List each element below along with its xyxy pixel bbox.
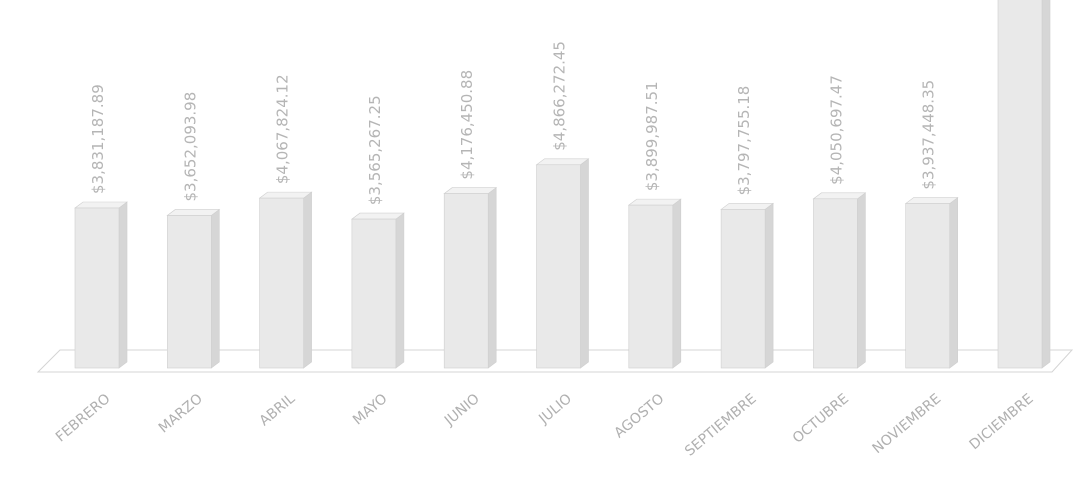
bar-side-face <box>118 201 128 369</box>
bar-front-face <box>628 204 674 369</box>
value-label: $3,797,755.18 <box>735 86 753 196</box>
category-label: DICIEMBRE <box>967 391 1037 453</box>
value-label: $3,899,987.51 <box>643 81 661 191</box>
value-label: $3,652,093.98 <box>181 92 199 202</box>
bars-group <box>74 0 1051 369</box>
bar-side-face <box>857 192 866 369</box>
bar <box>350 212 405 369</box>
bar-front-face <box>74 207 120 369</box>
value-label: $4,176,450.88 <box>458 70 476 180</box>
bar <box>258 191 313 369</box>
bar-front-face <box>351 218 397 369</box>
category-label: AGOSTO <box>611 391 667 442</box>
bar-front-face <box>167 215 212 369</box>
chart-floor-outline <box>36 349 1074 373</box>
category-label: SEPTIEMBRE <box>682 391 760 460</box>
category-label: NOVIEMBRE <box>870 391 945 457</box>
bar <box>904 196 959 369</box>
value-label: $3,937,448.35 <box>920 80 938 190</box>
bar-side-face <box>949 196 959 369</box>
category-label: OCTUBRE <box>790 391 852 447</box>
value-label: $4,067,824.12 <box>274 74 292 184</box>
bar-top-face <box>627 198 682 206</box>
bar <box>443 186 498 369</box>
category-labels-group: FEBRERO MARZO ABRIL MAYO JUNIO JULIO AGOSTO SEP… <box>53 391 1037 460</box>
bar-front-face <box>997 0 1043 369</box>
bar <box>627 198 682 369</box>
value-label: $4,866,272.45 <box>551 41 569 151</box>
category-label: JUNIO <box>441 391 483 430</box>
bar-top-face <box>812 192 867 200</box>
value-labels-group: $3,831,187.89 $3,652,093.98 $4,067,824.12 $… <box>89 41 938 205</box>
bar-top-face <box>74 201 128 209</box>
bar-side-face <box>211 208 220 369</box>
bar-front-face <box>443 193 489 369</box>
bar <box>812 192 867 369</box>
value-label: $4,050,697.47 <box>827 75 845 185</box>
bar-side-face <box>580 158 589 369</box>
bar-front-face <box>536 164 581 369</box>
bar-top-face <box>258 191 313 199</box>
bar-top-face <box>166 209 221 216</box>
bar <box>166 208 221 369</box>
bar-side-face <box>303 191 312 369</box>
category-label: MAYO <box>350 391 390 429</box>
category-label: FEBRERO <box>53 391 114 446</box>
value-label: $3,831,187.89 <box>89 84 107 194</box>
bar-top-face <box>535 158 590 166</box>
bar-front-face <box>259 197 304 369</box>
bar-front-face <box>905 203 951 369</box>
bar-top-face <box>720 203 774 210</box>
category-label: JULIO <box>535 391 575 428</box>
bar-top-face <box>904 197 959 204</box>
bar-top-face <box>350 212 405 220</box>
bar-top-face <box>443 187 498 194</box>
value-label: $3,565,267.25 <box>366 95 384 205</box>
bar-side-face <box>487 186 497 369</box>
bar-side-face <box>395 212 405 369</box>
bar <box>74 201 128 369</box>
bar-side-face <box>672 198 682 369</box>
bar <box>535 158 590 369</box>
bar-front-face <box>720 209 766 369</box>
category-label: MARZO <box>156 391 206 437</box>
bar <box>720 202 774 369</box>
bar-front-face <box>813 198 858 369</box>
bar-side-face <box>1041 0 1051 369</box>
bar <box>997 0 1051 369</box>
bar-side-face <box>764 202 774 369</box>
chart-floor <box>36 349 1074 373</box>
category-label: ABRIL <box>257 391 299 430</box>
